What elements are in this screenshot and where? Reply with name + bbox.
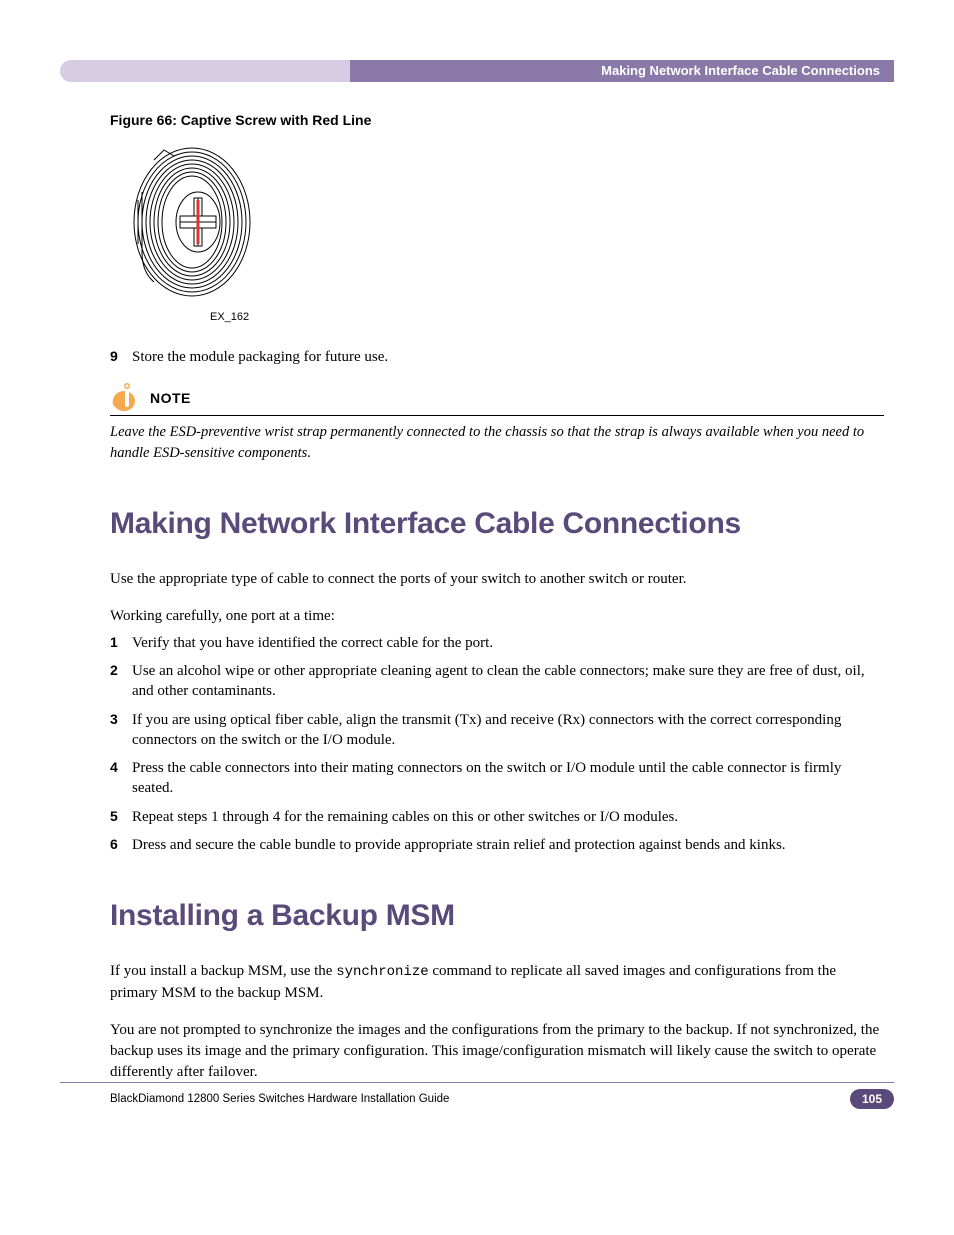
step-number: 3 [110, 710, 132, 751]
step-text: Store the module packaging for future us… [132, 347, 884, 367]
header-bar: Making Network Interface Cable Connectio… [60, 60, 894, 82]
step-text: Use an alcohol wipe or other appropriate… [132, 661, 884, 702]
figure-caption: Figure 66: Captive Screw with Red Line [110, 112, 884, 128]
section1-lead: Working carefully, one port at a time: [110, 606, 884, 627]
step-number: 5 [110, 807, 132, 827]
para-text: If you install a backup MSM, use the [110, 963, 336, 979]
step-text: Repeat steps 1 through 4 for the remaini… [132, 807, 884, 827]
figure-ref-label: EX_162 [210, 311, 884, 323]
step-number: 4 [110, 758, 132, 799]
procedure-step: 9 Store the module packaging for future … [110, 347, 884, 367]
step-number: 9 [110, 347, 132, 367]
procedure-step: 2 Use an alcohol wipe or other appropria… [110, 661, 884, 702]
step-number: 2 [110, 661, 132, 702]
page-footer: BlackDiamond 12800 Series Switches Hardw… [60, 1082, 894, 1109]
procedure-step: 4 Press the cable connectors into their … [110, 758, 884, 799]
note-block: NOTE Leave the ESD-preventive wrist stra… [110, 383, 884, 463]
step-number: 1 [110, 633, 132, 653]
section2-para1: If you install a backup MSM, use the syn… [110, 961, 884, 1004]
header-breadcrumb: Making Network Interface Cable Connectio… [350, 60, 894, 82]
procedure-step: 1 Verify that you have identified the co… [110, 633, 884, 653]
section-heading-connections: Making Network Interface Cable Connectio… [110, 507, 884, 541]
footer-guide-title: BlackDiamond 12800 Series Switches Hardw… [60, 1093, 449, 1105]
procedure-step: 6 Dress and secure the cable bundle to p… [110, 835, 884, 855]
footer-page-number: 105 [850, 1089, 894, 1109]
note-label: NOTE [150, 390, 191, 406]
step-number: 6 [110, 835, 132, 855]
procedure-step: 5 Repeat steps 1 through 4 for the remai… [110, 807, 884, 827]
section-heading-backup-msm: Installing a Backup MSM [110, 899, 884, 933]
header-bar-accent-left [60, 60, 350, 82]
note-icon [110, 383, 142, 413]
procedure-step: 3 If you are using optical fiber cable, … [110, 710, 884, 751]
step-text: Press the cable connectors into their ma… [132, 758, 884, 799]
figure-illustration [124, 142, 884, 307]
note-text: Leave the ESD-preventive wrist strap per… [110, 422, 884, 463]
section1-steps: 1 Verify that you have identified the co… [110, 633, 884, 855]
step-text: Dress and secure the cable bundle to pro… [132, 835, 884, 855]
section2-para2: You are not prompted to synchronize the … [110, 1020, 884, 1083]
step-text: Verify that you have identified the corr… [132, 633, 884, 653]
step-text: If you are using optical fiber cable, al… [132, 710, 884, 751]
inline-code-synchronize: synchronize [336, 964, 428, 980]
section1-intro: Use the appropriate type of cable to con… [110, 569, 884, 590]
